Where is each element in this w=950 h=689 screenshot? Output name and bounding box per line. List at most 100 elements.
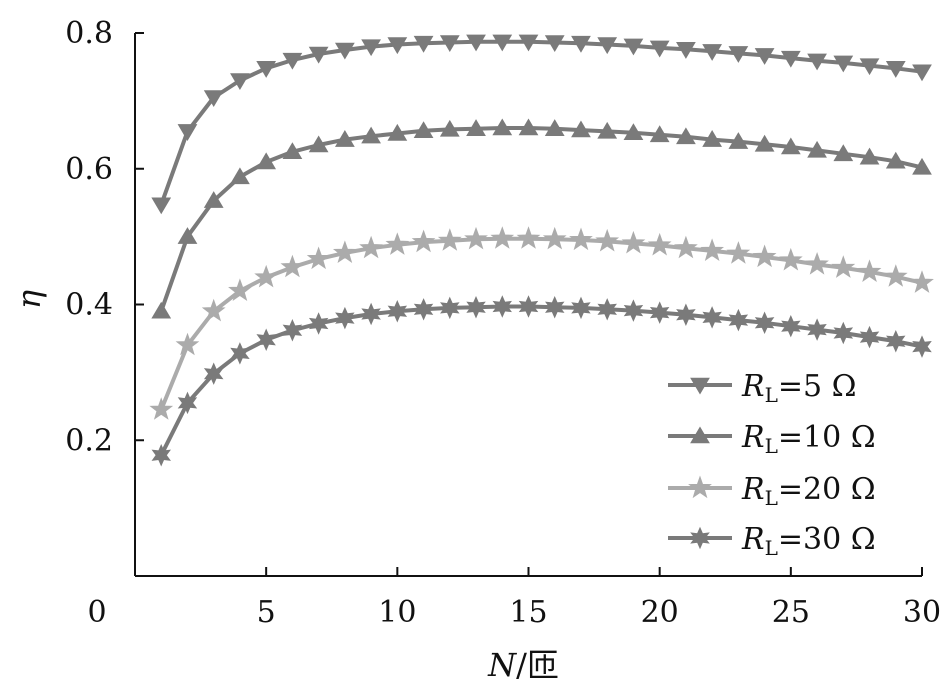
data-point — [177, 124, 198, 141]
data-point — [387, 300, 408, 323]
data-point — [912, 64, 932, 82]
y-tick-label: 0.6 — [65, 152, 113, 187]
data-point — [516, 226, 541, 249]
data-point — [230, 73, 250, 91]
data-point — [466, 295, 486, 319]
data-point — [254, 264, 279, 288]
data-point — [177, 391, 198, 415]
data-point — [544, 119, 565, 136]
data-point — [490, 226, 515, 249]
data-point — [306, 246, 331, 270]
data-point — [228, 278, 252, 302]
legend-label: RL=10 Ω — [741, 420, 876, 458]
data-point — [886, 329, 906, 353]
data-point — [466, 119, 486, 136]
data-point — [676, 303, 696, 326]
series-1 — [151, 34, 932, 215]
x-axis-title-variable: N — [487, 646, 517, 684]
data-point — [437, 228, 462, 251]
x-tick-label: 15 — [509, 595, 547, 630]
data-point — [674, 235, 698, 259]
x-tick-label: 25 — [772, 595, 810, 630]
data-point — [256, 152, 277, 170]
data-point — [332, 240, 357, 264]
legend-marker — [690, 377, 710, 395]
data-point — [335, 306, 355, 330]
data-point — [571, 120, 591, 138]
data-point — [545, 295, 565, 319]
data-point — [728, 308, 749, 332]
data-point — [781, 314, 801, 338]
data-point — [780, 50, 801, 68]
data-point — [621, 230, 646, 254]
data-point — [885, 61, 906, 78]
data-point — [726, 241, 751, 264]
data-point — [885, 151, 906, 169]
data-point — [466, 34, 486, 52]
data-point — [623, 123, 644, 141]
x-tick-label: 20 — [641, 595, 679, 630]
data-point — [203, 362, 224, 385]
series-layer — [149, 34, 934, 467]
data-point — [359, 235, 383, 259]
data-point — [883, 264, 908, 287]
data-point — [805, 252, 829, 275]
legend-entry: RL=20 Ω — [668, 472, 876, 510]
series-4 — [151, 295, 932, 467]
data-point — [700, 238, 724, 262]
data-point — [859, 325, 880, 349]
data-point — [649, 125, 670, 143]
x-tick-label: 0 — [87, 595, 106, 630]
legend-entry: RL=30 Ω — [668, 522, 876, 560]
data-point — [912, 335, 932, 358]
data-point — [361, 126, 381, 144]
data-point — [492, 118, 513, 136]
data-point — [754, 134, 775, 152]
data-point — [175, 332, 200, 356]
data-point — [203, 90, 224, 108]
data-point — [385, 232, 410, 255]
data-point — [151, 443, 171, 467]
legend-label: RL=5 Ω — [741, 369, 857, 407]
data-point — [177, 227, 198, 244]
data-point — [361, 39, 381, 57]
data-point — [387, 37, 408, 55]
data-point — [702, 306, 722, 329]
data-point — [752, 244, 777, 268]
data-point — [780, 137, 801, 155]
data-point — [411, 229, 436, 253]
data-point — [464, 226, 488, 250]
data-point — [334, 130, 355, 147]
legend-entry: RL=5 Ω — [668, 369, 857, 407]
data-point — [910, 270, 934, 293]
data-point — [597, 37, 618, 55]
series-3 — [149, 226, 934, 420]
data-point — [230, 167, 250, 185]
data-point — [413, 298, 434, 321]
data-point — [623, 38, 644, 56]
x-tick-label: 5 — [257, 595, 276, 630]
legend-marker — [688, 475, 712, 499]
data-point — [308, 46, 329, 64]
data-point — [833, 144, 854, 162]
data-point — [361, 302, 381, 326]
data-point — [387, 123, 408, 141]
data-point — [413, 121, 434, 138]
legend-entry: RL=10 Ω — [668, 420, 876, 458]
data-point — [833, 321, 854, 345]
data-point — [518, 34, 539, 52]
data-point — [151, 301, 172, 319]
series-line — [159, 39, 923, 206]
data-point — [256, 328, 276, 352]
data-point — [282, 142, 303, 160]
data-point — [597, 298, 617, 321]
data-point — [308, 312, 329, 335]
data-point — [280, 254, 305, 278]
data-point — [807, 140, 827, 158]
data-point — [149, 397, 174, 420]
x-axis-title-unit: /匝 — [516, 646, 559, 684]
ticks: 0.2 0.4 0.6 0.8 0 5 10 15 20 25 30 — [65, 16, 941, 630]
data-point — [334, 42, 355, 60]
data-point — [623, 299, 644, 322]
data-point — [201, 298, 226, 322]
